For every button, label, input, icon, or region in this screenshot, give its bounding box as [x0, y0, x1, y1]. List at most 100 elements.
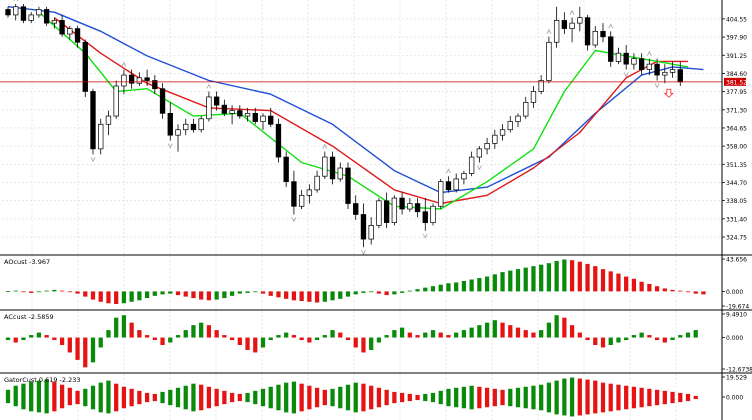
osc-bar [454, 387, 459, 397]
osc-bar [106, 291, 111, 304]
osc-bar [67, 397, 72, 406]
osc-bar [392, 391, 397, 397]
osc-bar [415, 394, 420, 397]
osc-bar [36, 397, 42, 413]
candle-body [584, 17, 591, 46]
candle-body [175, 129, 181, 136]
osc-bar [461, 397, 467, 409]
candle-body [430, 205, 436, 224]
osc-bar [245, 337, 250, 350]
osc-bar [477, 386, 482, 397]
osc-bar [129, 397, 134, 407]
osc-bar [284, 382, 289, 397]
osc-bar [515, 387, 521, 397]
osc-bar [616, 384, 621, 397]
osc-bar [616, 273, 621, 292]
osc-bar [631, 386, 637, 397]
osc-bar [423, 393, 428, 397]
osc-bar [121, 291, 127, 304]
osc-bar [260, 291, 266, 294]
osc-bar [199, 322, 204, 338]
osc-bar [384, 397, 389, 406]
candle-body [121, 74, 127, 87]
osc-bar [461, 330, 467, 338]
osc-bar [508, 325, 513, 338]
candle-body [623, 52, 629, 65]
osc-bar [593, 380, 598, 397]
fractal-down-icon [167, 143, 173, 149]
osc-bar [98, 382, 103, 397]
gator-bars [5, 377, 698, 417]
candle-body [74, 28, 81, 43]
osc-bar [369, 397, 374, 410]
osc-bar [268, 291, 273, 296]
osc-bar [554, 380, 559, 397]
osc-bar [585, 397, 590, 415]
candle-body [229, 110, 235, 114]
ao-panel[interactable]: 43.656 0.000 -19.674 AOcust -3.967 [4, 256, 749, 311]
osc-bar [523, 397, 528, 409]
osc-bar [345, 291, 351, 297]
osc-bar [376, 387, 382, 397]
candle-body [600, 30, 606, 38]
osc-bar [469, 327, 474, 338]
osc-bar [245, 397, 250, 403]
ac-panel[interactable]: 9.4910 0.000 -12.6738 ACcust -2.5859 [4, 311, 752, 374]
fractal-down-icon [291, 217, 297, 223]
osc-bar [253, 390, 258, 397]
osc-bar [214, 397, 219, 407]
osc-bar [369, 337, 374, 350]
osc-bar [392, 397, 397, 404]
candle-body [337, 167, 343, 180]
osc-bar [175, 397, 181, 408]
osc-bar [29, 335, 34, 338]
candle-body [128, 74, 135, 84]
osc-bar [569, 397, 575, 417]
ac-title: ACcust -2.5859 [4, 313, 54, 321]
gator-panel[interactable]: 19.529 0.000 GatorCust 0.619 -2.233 [4, 374, 747, 420]
osc-bar [152, 397, 157, 402]
osc-bar [13, 385, 18, 397]
candle-body [546, 41, 552, 81]
candle-body [523, 102, 529, 117]
osc-bar [75, 390, 80, 397]
osc-bar [554, 315, 559, 338]
y-tick-label: 344.70 [726, 180, 747, 187]
osc-bar [330, 291, 335, 301]
osc-bar [446, 335, 451, 338]
y-tick-label: 0.000 [726, 289, 743, 296]
osc-bar [562, 259, 567, 292]
osc-bar [268, 386, 273, 397]
osc-bar [384, 389, 389, 397]
candle-body [608, 36, 614, 62]
osc-bar [407, 397, 412, 402]
osc-bar [106, 380, 111, 397]
candle-body [638, 58, 645, 70]
osc-bar [546, 263, 552, 292]
candle-body [67, 28, 73, 35]
osc-bar [515, 269, 521, 292]
osc-bar [662, 337, 667, 343]
osc-bar [253, 337, 258, 353]
osc-bar [152, 393, 157, 397]
osc-bar [75, 337, 80, 360]
candle-body [669, 69, 676, 73]
osc-bar [662, 288, 667, 292]
price-panel[interactable]: 404.55 397.90 391.25 384.60 377.95 371.30 364.… [0, 0, 747, 256]
osc-bar [600, 397, 606, 413]
osc-bar [415, 289, 420, 292]
fractal-down-icon [422, 233, 428, 239]
osc-bar [13, 337, 18, 343]
osc-bar [338, 386, 343, 397]
candle-body [654, 63, 660, 76]
osc-bar [407, 393, 412, 397]
osc-bar [206, 325, 212, 338]
osc-bar [654, 337, 660, 341]
osc-bar [222, 390, 227, 397]
osc-bar [446, 397, 451, 407]
osc-bar [376, 337, 382, 343]
osc-bar [121, 397, 127, 409]
osc-bar [670, 337, 675, 341]
osc-bar [554, 397, 559, 415]
